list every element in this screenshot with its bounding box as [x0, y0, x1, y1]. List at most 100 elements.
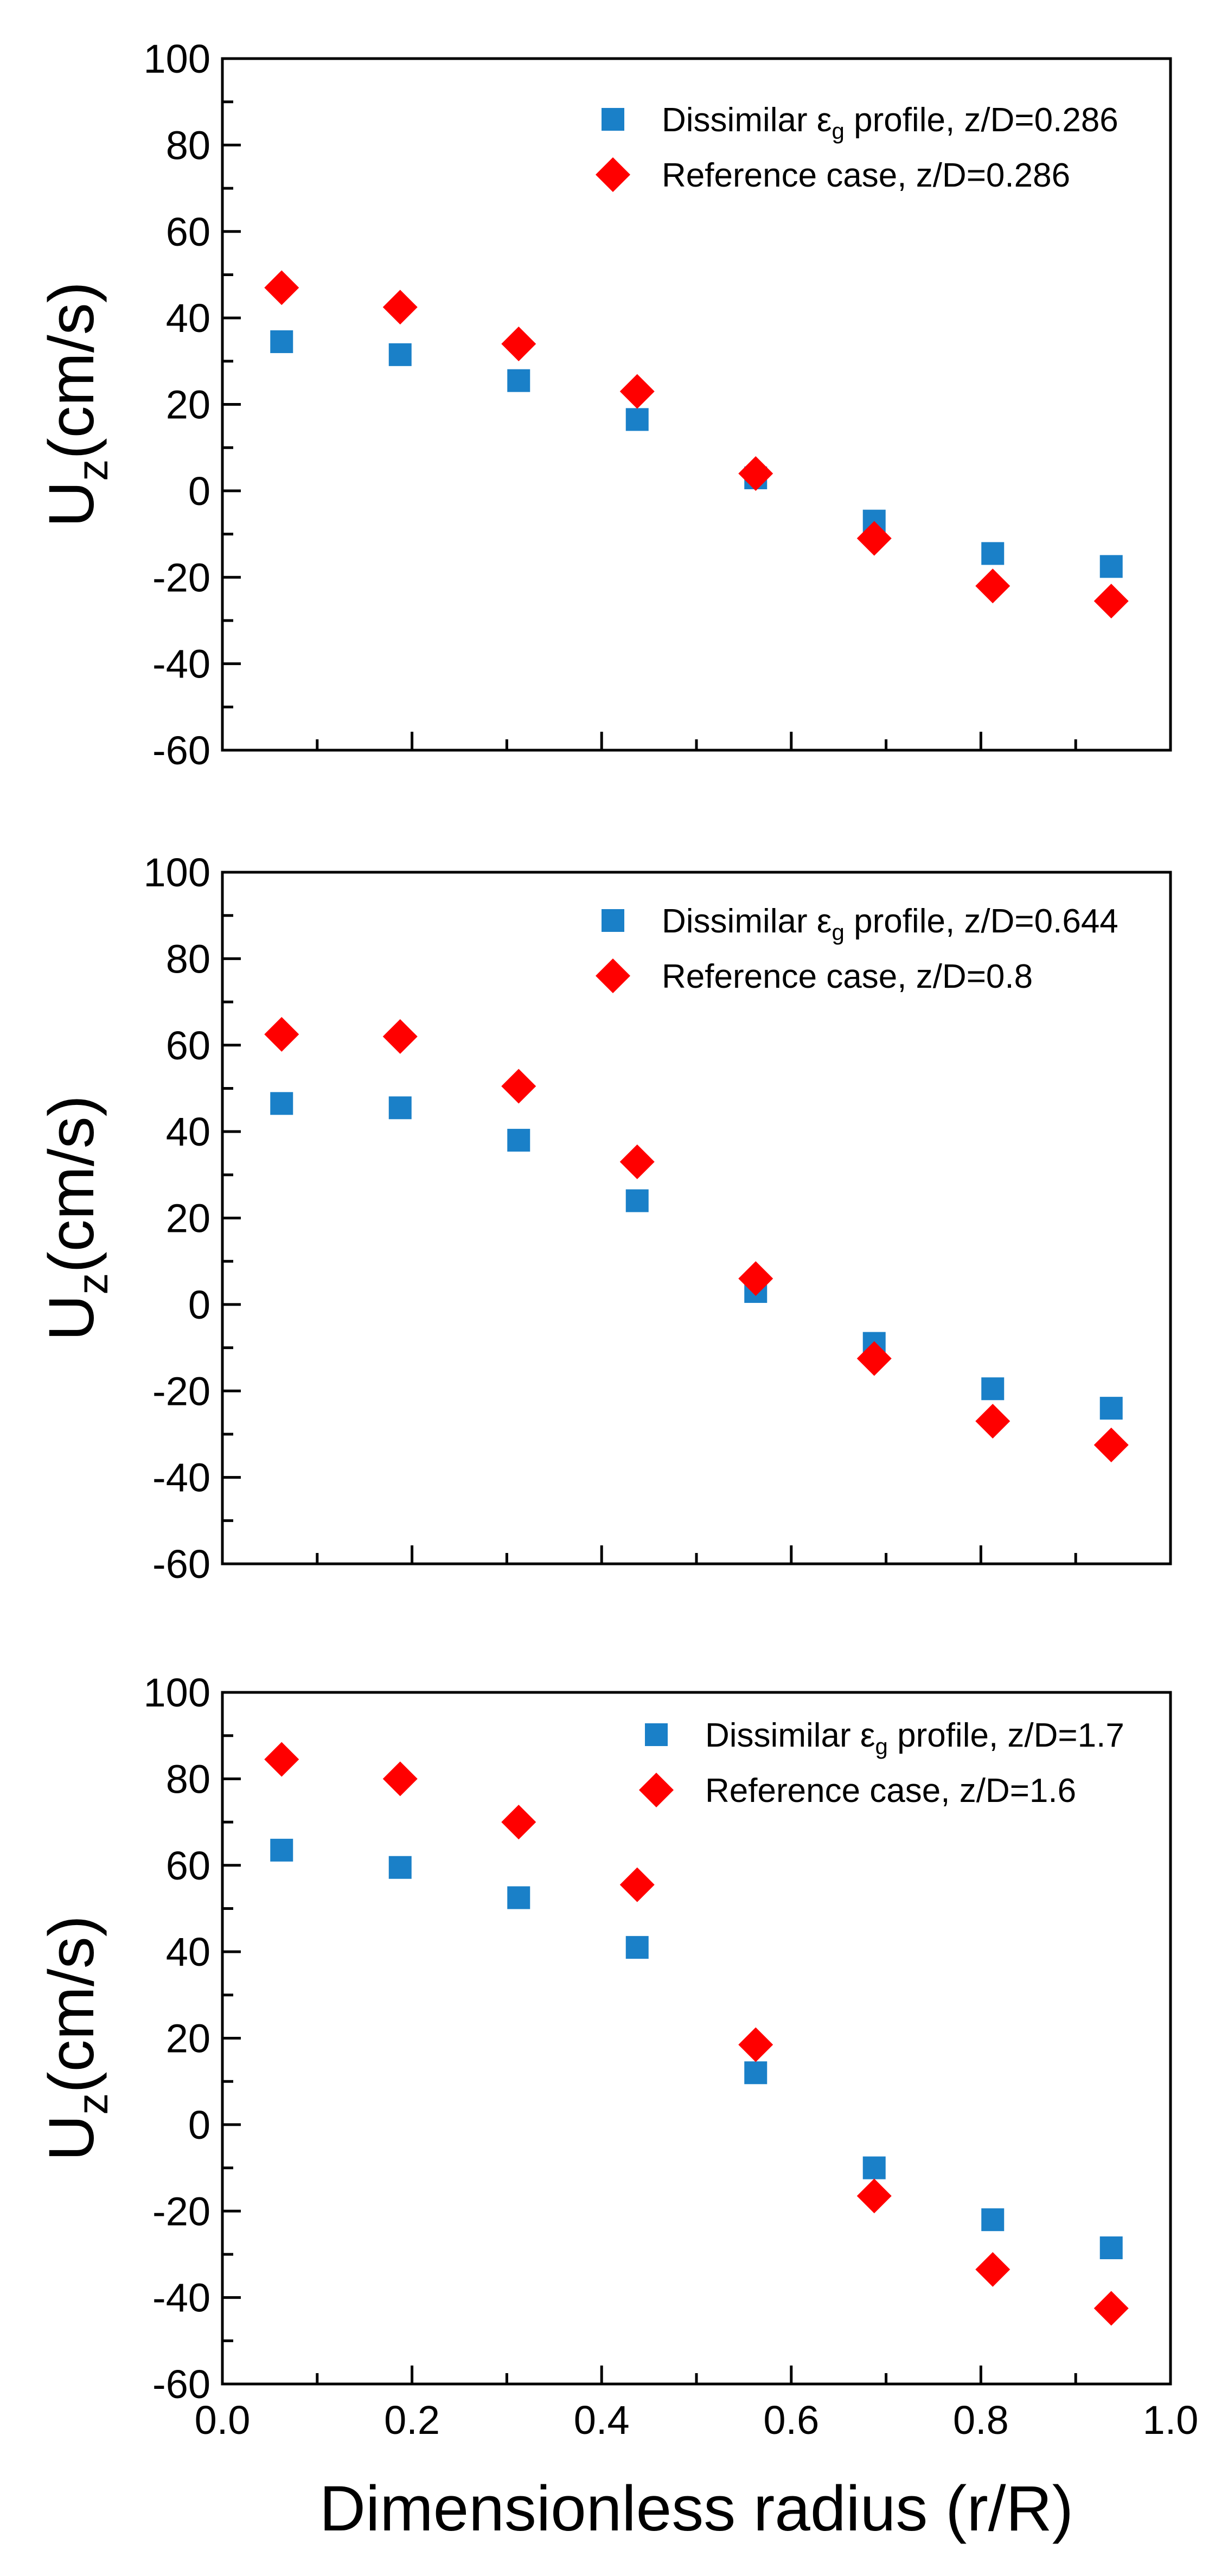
data-point-square: [744, 2061, 768, 2085]
chart-panel-2: -60 -40 -20 0 20 40 60 80 100 Uz(cm/s) Dissimilar …: [36, 850, 1172, 1587]
y-tick-label: -40: [152, 642, 210, 687]
data-point-square: [270, 1092, 293, 1115]
legend-marker: [596, 958, 630, 993]
data-point-diamond: [619, 374, 655, 409]
data-point-diamond: [1093, 584, 1129, 619]
y-tick-label: 80: [166, 936, 210, 981]
data-point-diamond: [501, 1805, 536, 1840]
y-axis-label: Uz(cm/s): [36, 282, 117, 527]
series-1: [270, 330, 1123, 578]
legend-label: Dissimilar εg profile, z/D=0.644: [662, 903, 1118, 945]
x-tick-label: 0.0: [195, 2398, 251, 2443]
y-tick-label: 60: [166, 1843, 210, 1888]
data-point-diamond: [856, 1341, 892, 1376]
legend-marker: [602, 108, 624, 131]
data-point-diamond: [382, 1019, 418, 1054]
data-point-diamond: [975, 568, 1010, 604]
data-point-square: [507, 1129, 530, 1152]
legend-label: Dissimilar εg profile, z/D=0.286: [662, 101, 1118, 144]
data-point-square: [981, 2208, 1005, 2232]
y-tick-label: -60: [152, 728, 210, 773]
legend-marker: [645, 1723, 668, 1746]
data-point-diamond: [501, 326, 536, 361]
series-2: [264, 270, 1129, 619]
y-tick-label: -40: [152, 2275, 210, 2321]
data-point-square: [270, 1838, 293, 1862]
data-point-square: [625, 1189, 649, 1212]
data-point-square: [388, 343, 412, 366]
y-tick-label: 100: [144, 850, 210, 895]
y-tick-label: 80: [166, 123, 210, 168]
legend-label: Dissimilar εg profile, z/D=1.7: [705, 1717, 1124, 1759]
y-tick-label: -60: [152, 1542, 210, 1587]
data-point-diamond: [264, 1017, 299, 1052]
data-point-diamond: [975, 2252, 1010, 2287]
y-tick-label: -60: [152, 2362, 210, 2407]
y-tick-label: 40: [166, 1109, 210, 1154]
data-point-square: [625, 1936, 649, 1959]
data-point-diamond: [1093, 1427, 1129, 1462]
y-tick-label: 0: [188, 2102, 210, 2147]
data-point-diamond: [264, 1742, 299, 1777]
data-point-diamond: [382, 1761, 418, 1797]
data-point-diamond: [738, 2027, 773, 2062]
y-tick-label: 60: [166, 1023, 210, 1068]
y-tick-label: 40: [166, 296, 210, 341]
x-tick-label: 0.6: [763, 2398, 819, 2443]
x-tick-label: 1.0: [1143, 2398, 1199, 2443]
data-point-square: [625, 408, 649, 431]
y-tick-label: 80: [166, 1756, 210, 1801]
chart-panel-1: -60 -40 -20 0 20 40 60 80 100 Uz(cm/s) Dissimilar …: [36, 36, 1172, 773]
y-tick-label: 20: [166, 382, 210, 427]
data-point-square: [388, 1856, 412, 1879]
chart-panel-3: -60 -40 -20 0 20 40 60 80 100 0.0 0.2 0.4 0.6 0.8 1.0 U…: [36, 1670, 1198, 2545]
x-tick-label: 0.8: [953, 2398, 1009, 2443]
data-point-diamond: [1093, 2291, 1129, 2326]
data-point-square: [388, 1096, 412, 1120]
data-point-diamond: [619, 1867, 655, 1902]
series-1: [270, 1092, 1123, 1420]
data-point-square: [270, 330, 293, 353]
y-tick-label: 100: [144, 1670, 210, 1715]
legend-marker: [639, 1773, 674, 1807]
legend-label: Reference case, z/D=0.8: [662, 958, 1033, 995]
series-1: [270, 1838, 1123, 2259]
series-2: [264, 1017, 1129, 1462]
data-point-diamond: [856, 2178, 892, 2214]
x-tick-label: 0.4: [574, 2398, 630, 2443]
data-point-square: [1099, 555, 1123, 578]
y-axis-label: Uz(cm/s): [36, 1915, 117, 2161]
data-point-diamond: [856, 521, 892, 556]
data-point-square: [981, 1377, 1005, 1401]
data-point-diamond: [382, 290, 418, 325]
y-tick-label: -20: [152, 2189, 210, 2234]
y-tick-label: 0: [188, 1282, 210, 1327]
y-tick-label: 20: [166, 1196, 210, 1241]
data-point-diamond: [738, 1261, 773, 1296]
legend: Dissimilar εg profile, z/D=1.7 Reference …: [639, 1717, 1124, 1810]
legend-label: Reference case, z/D=0.286: [662, 157, 1070, 194]
data-point-square: [507, 1886, 530, 1909]
data-point-square: [507, 369, 530, 392]
y-tick-label: -40: [152, 1455, 210, 1500]
data-point-square: [981, 542, 1005, 565]
data-point-diamond: [975, 1404, 1010, 1439]
x-tick-label: 0.2: [384, 2398, 440, 2443]
legend-marker: [596, 157, 630, 192]
y-axis-label: Uz(cm/s): [36, 1095, 117, 1341]
series-2: [264, 1742, 1129, 2326]
y-tick-label: 60: [166, 209, 210, 254]
y-tick-label: 100: [144, 36, 210, 81]
y-tick-label: 20: [166, 2016, 210, 2061]
data-point-square: [1099, 1397, 1123, 1420]
y-tick-label: -20: [152, 555, 210, 600]
legend-label: Reference case, z/D=1.6: [705, 1772, 1076, 1810]
legend: Dissimilar εg profile, z/D=0.644 Referenc…: [596, 903, 1118, 995]
data-point-square: [862, 2156, 886, 2179]
y-tick-label: 40: [166, 1929, 210, 1974]
legend-marker: [602, 909, 624, 932]
data-point-square: [1099, 2236, 1123, 2259]
data-point-diamond: [264, 270, 299, 305]
legend: Dissimilar εg profile, z/D=0.286 Referenc…: [596, 101, 1118, 194]
